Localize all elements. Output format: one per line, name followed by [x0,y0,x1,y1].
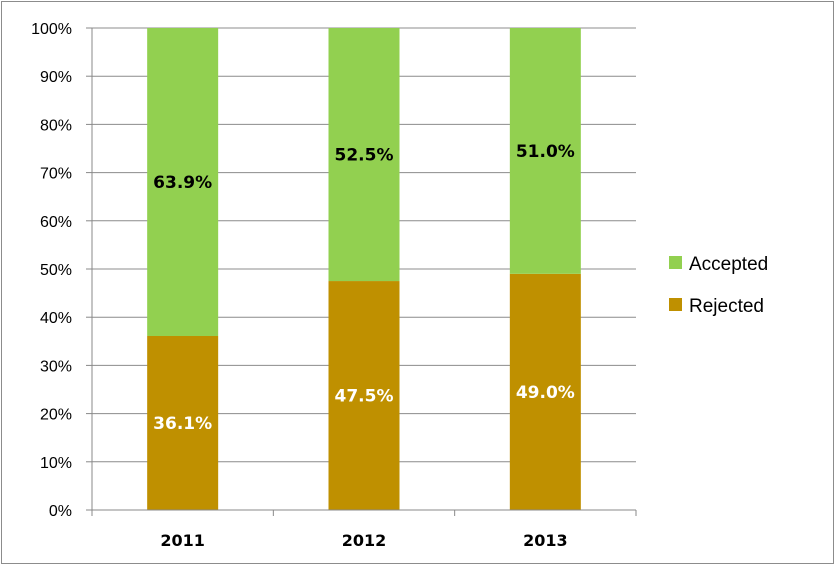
data-label: 52.5% [335,146,394,166]
bar-accepted-2012 [328,28,400,282]
axes [91,28,636,511]
y-tick-label: 70% [40,166,72,183]
legend-label-rejected: Rejected [689,296,764,317]
bar-rejected-2012 [328,281,400,510]
data-label: 47.5% [335,387,394,407]
bar-accepted-2011 [147,28,219,336]
data-label: 36.1% [153,414,212,434]
legend: Accepted Rejected [669,254,768,317]
y-tick-label: 0% [49,503,72,520]
y-tick-label: 30% [40,358,72,375]
bar-accepted-2013 [509,28,581,274]
data-labels: 36.1% 63.9% 47.5% 52.5% 49.0% 51.0% [153,142,575,434]
y-tick-label: 50% [40,262,72,279]
x-category-label: 2011 [160,531,205,550]
legend-swatch-accepted [669,256,682,269]
data-label: 49.0% [516,383,575,403]
y-tick-label: 20% [40,407,72,424]
x-category-label: 2013 [523,531,568,550]
y-axis-ticks: 0% 10% 20% 30% 40% 50% 60% 70% 80% 90% 100% [31,21,92,520]
y-tick-label: 10% [40,455,72,472]
bars [147,28,581,510]
x-category-label: 2012 [342,531,387,550]
y-tick-label: 90% [40,69,72,86]
y-tick-label: 60% [40,214,72,231]
bar-rejected-2011 [147,335,219,510]
legend-swatch-rejected [669,298,682,311]
y-tick-label: 40% [40,310,72,327]
bar-rejected-2013 [509,273,581,510]
y-tick-label: 100% [31,21,72,38]
data-label: 63.9% [153,173,212,193]
data-label: 51.0% [516,142,575,162]
y-tick-label: 80% [40,117,72,134]
legend-label-accepted: Accepted [689,254,768,275]
x-axis-categories: 2011 2012 2013 [91,510,637,550]
